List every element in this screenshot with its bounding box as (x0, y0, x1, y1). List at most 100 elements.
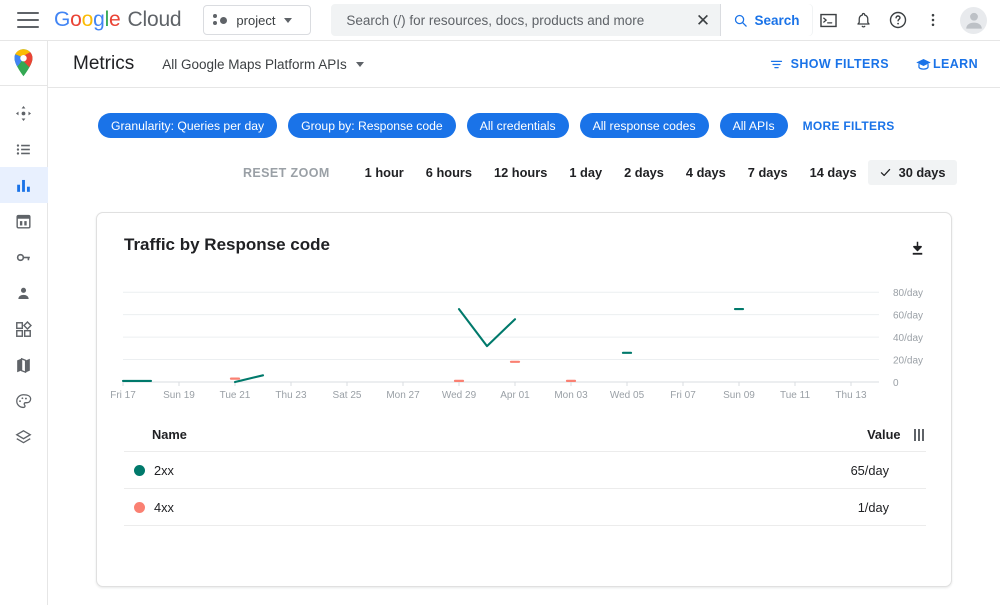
chart-plot-area: 0 20/day 40/day 60/day 80/day Fri 17 Sun 19 Tue… (97, 265, 953, 412)
quotas-calendar-icon (16, 214, 31, 229)
x-axis-tick-label: Sun 19 (163, 390, 195, 401)
range-6-hours[interactable]: 6 hours (425, 165, 472, 180)
api-selector-label: All Google Maps Platform APIs (162, 56, 347, 72)
legend-value-2xx: 65/day (850, 462, 889, 478)
x-axis-tick-label: Fri 07 (670, 390, 696, 401)
range-2-days[interactable]: 2 days (624, 165, 664, 180)
help-icon[interactable] (883, 5, 913, 35)
y-axis-tick-label: 20/day (893, 356, 923, 367)
logo-letter-o2: o (81, 8, 94, 31)
range-12-hours[interactable]: 12 hours (494, 165, 548, 180)
google-maps-platform-logo[interactable] (0, 41, 47, 86)
y-axis-tick-label: 0 (893, 378, 899, 389)
more-vert-icon[interactable] (918, 5, 948, 35)
range-30-days[interactable]: 30 days (867, 160, 957, 185)
rail-item-overview[interactable] (0, 95, 48, 131)
map-icon (17, 357, 30, 373)
series-legend-table: Name Value 2xx 65/day 4xx 1/day (124, 418, 926, 526)
terminal-icon[interactable] (813, 5, 843, 35)
filter-chip-row: Granularity: Queries per day Group by: R… (48, 88, 1000, 138)
y-axis-tick-label: 40/day (893, 333, 923, 344)
x-axis-tick-label: Mon 03 (554, 390, 588, 401)
columns-icon[interactable] (913, 428, 924, 441)
graduation-cap-icon (916, 58, 931, 70)
rail-item-credentials[interactable] (0, 239, 48, 275)
range-14-days[interactable]: 14 days (809, 165, 857, 180)
more-filters-button[interactable]: MORE FILTERS (802, 118, 895, 133)
legend-row-2xx[interactable]: 2xx 65/day (124, 452, 926, 489)
logo-letter-e: e (109, 8, 121, 31)
rail-item-oauth-consent[interactable] (0, 275, 48, 311)
check-icon (880, 168, 890, 177)
page-title: Metrics (73, 53, 135, 74)
layers-icon (15, 429, 32, 443)
project-selector[interactable]: project (203, 5, 312, 35)
search-button[interactable]: Search (720, 4, 812, 36)
x-axis-tick-label: Tue 21 (220, 390, 251, 401)
time-range-selector: RESET ZOOM 1 hour 6 hours 12 hours 1 day… (48, 138, 1000, 185)
y-axis-tick-label: 80/day (893, 288, 923, 299)
chip-granularity[interactable]: Granularity: Queries per day (98, 113, 278, 138)
download-icon[interactable] (903, 234, 931, 262)
x-axis-tick-label: Fri 17 (110, 390, 136, 401)
palette-styles-icon (16, 393, 32, 408)
rail-item-metrics[interactable] (0, 167, 48, 203)
rail-item-apis-list[interactable] (0, 131, 48, 167)
logo-letter-l: l (104, 8, 110, 31)
search-input[interactable] (332, 11, 686, 29)
x-axis-tick-label: Sat 25 (333, 390, 362, 401)
key-credentials-icon (16, 253, 30, 261)
rail-item-map[interactable] (0, 347, 48, 383)
legend-name-4xx: 4xx (154, 499, 174, 515)
google-maps-pin-icon (14, 49, 33, 77)
filter-icon (770, 60, 782, 68)
rail-item-layers[interactable] (0, 419, 48, 455)
logo-letter-g: G (53, 8, 71, 31)
traffic-chart-card: Traffic by Response code 0 20/day 40/day 60… (96, 212, 952, 587)
range-7-days[interactable]: 7 days (747, 165, 788, 180)
close-icon[interactable]: ✕ (695, 10, 711, 30)
chart-title: Traffic by Response code (124, 235, 330, 254)
logo-letter-g2: g (93, 8, 105, 31)
show-filters-button[interactable]: SHOW FILTERS (769, 57, 889, 72)
chart-svg[interactable]: 0 20/day 40/day 60/day 80/day Fri 17 Sun 19 Tue… (97, 265, 953, 412)
legend-col-name: Name (152, 427, 187, 442)
top-app-bar: Google Cloud project ✕ Search (0, 0, 1000, 41)
chip-group-by[interactable]: Group by: Response code (288, 113, 456, 138)
top-bar-actions (813, 5, 1000, 35)
x-axis-tick-label: Mon 27 (386, 390, 420, 401)
logo-word-cloud: Cloud (127, 8, 182, 31)
chip-all-apis[interactable]: All APIs (719, 113, 788, 138)
legend-col-value: Value (867, 427, 901, 442)
hamburger-menu-icon[interactable] (17, 12, 39, 28)
range-1-day[interactable]: 1 day (569, 165, 603, 180)
range-30-days-label: 30 days (898, 165, 946, 180)
account-avatar-icon[interactable] (960, 6, 987, 34)
bell-icon[interactable] (848, 5, 878, 35)
api-selector[interactable]: All Google Maps Platform APIs (162, 57, 364, 72)
legend-value-4xx: 1/day (857, 499, 889, 515)
person-oauth-icon (18, 287, 29, 299)
page-header-actions: SHOW FILTERS LEARN (769, 56, 1000, 73)
y-axis-tick-label: 60/day (893, 311, 923, 322)
x-axis-tick-label: Tue 11 (780, 390, 810, 401)
search-bar[interactable]: ✕ Search (331, 4, 813, 36)
x-axis-tick-label: Thu 23 (275, 390, 307, 401)
learn-button[interactable]: LEARN (915, 56, 978, 73)
page-header: Metrics All Google Maps Platform APIs SH… (48, 41, 1000, 88)
search-icon (735, 14, 748, 27)
legend-header-row: Name Value (124, 418, 926, 452)
range-4-days[interactable]: 4 days (685, 165, 726, 180)
reset-zoom-button[interactable]: RESET ZOOM (243, 165, 330, 180)
show-filters-label: SHOW FILTERS (790, 57, 889, 71)
chip-all-response-codes[interactable]: All response codes (579, 113, 709, 138)
rail-item-map-styles[interactable] (0, 383, 48, 419)
data-line-2xx (233, 374, 265, 384)
rail-item-quotas[interactable] (0, 203, 48, 239)
chip-all-credentials[interactable]: All credentials (466, 113, 569, 138)
x-axis-tick-label: Sun 09 (723, 390, 755, 401)
rail-item-apps[interactable] (0, 311, 48, 347)
range-1-hour[interactable]: 1 hour (364, 165, 404, 180)
legend-row-4xx[interactable]: 4xx 1/day (124, 489, 926, 526)
